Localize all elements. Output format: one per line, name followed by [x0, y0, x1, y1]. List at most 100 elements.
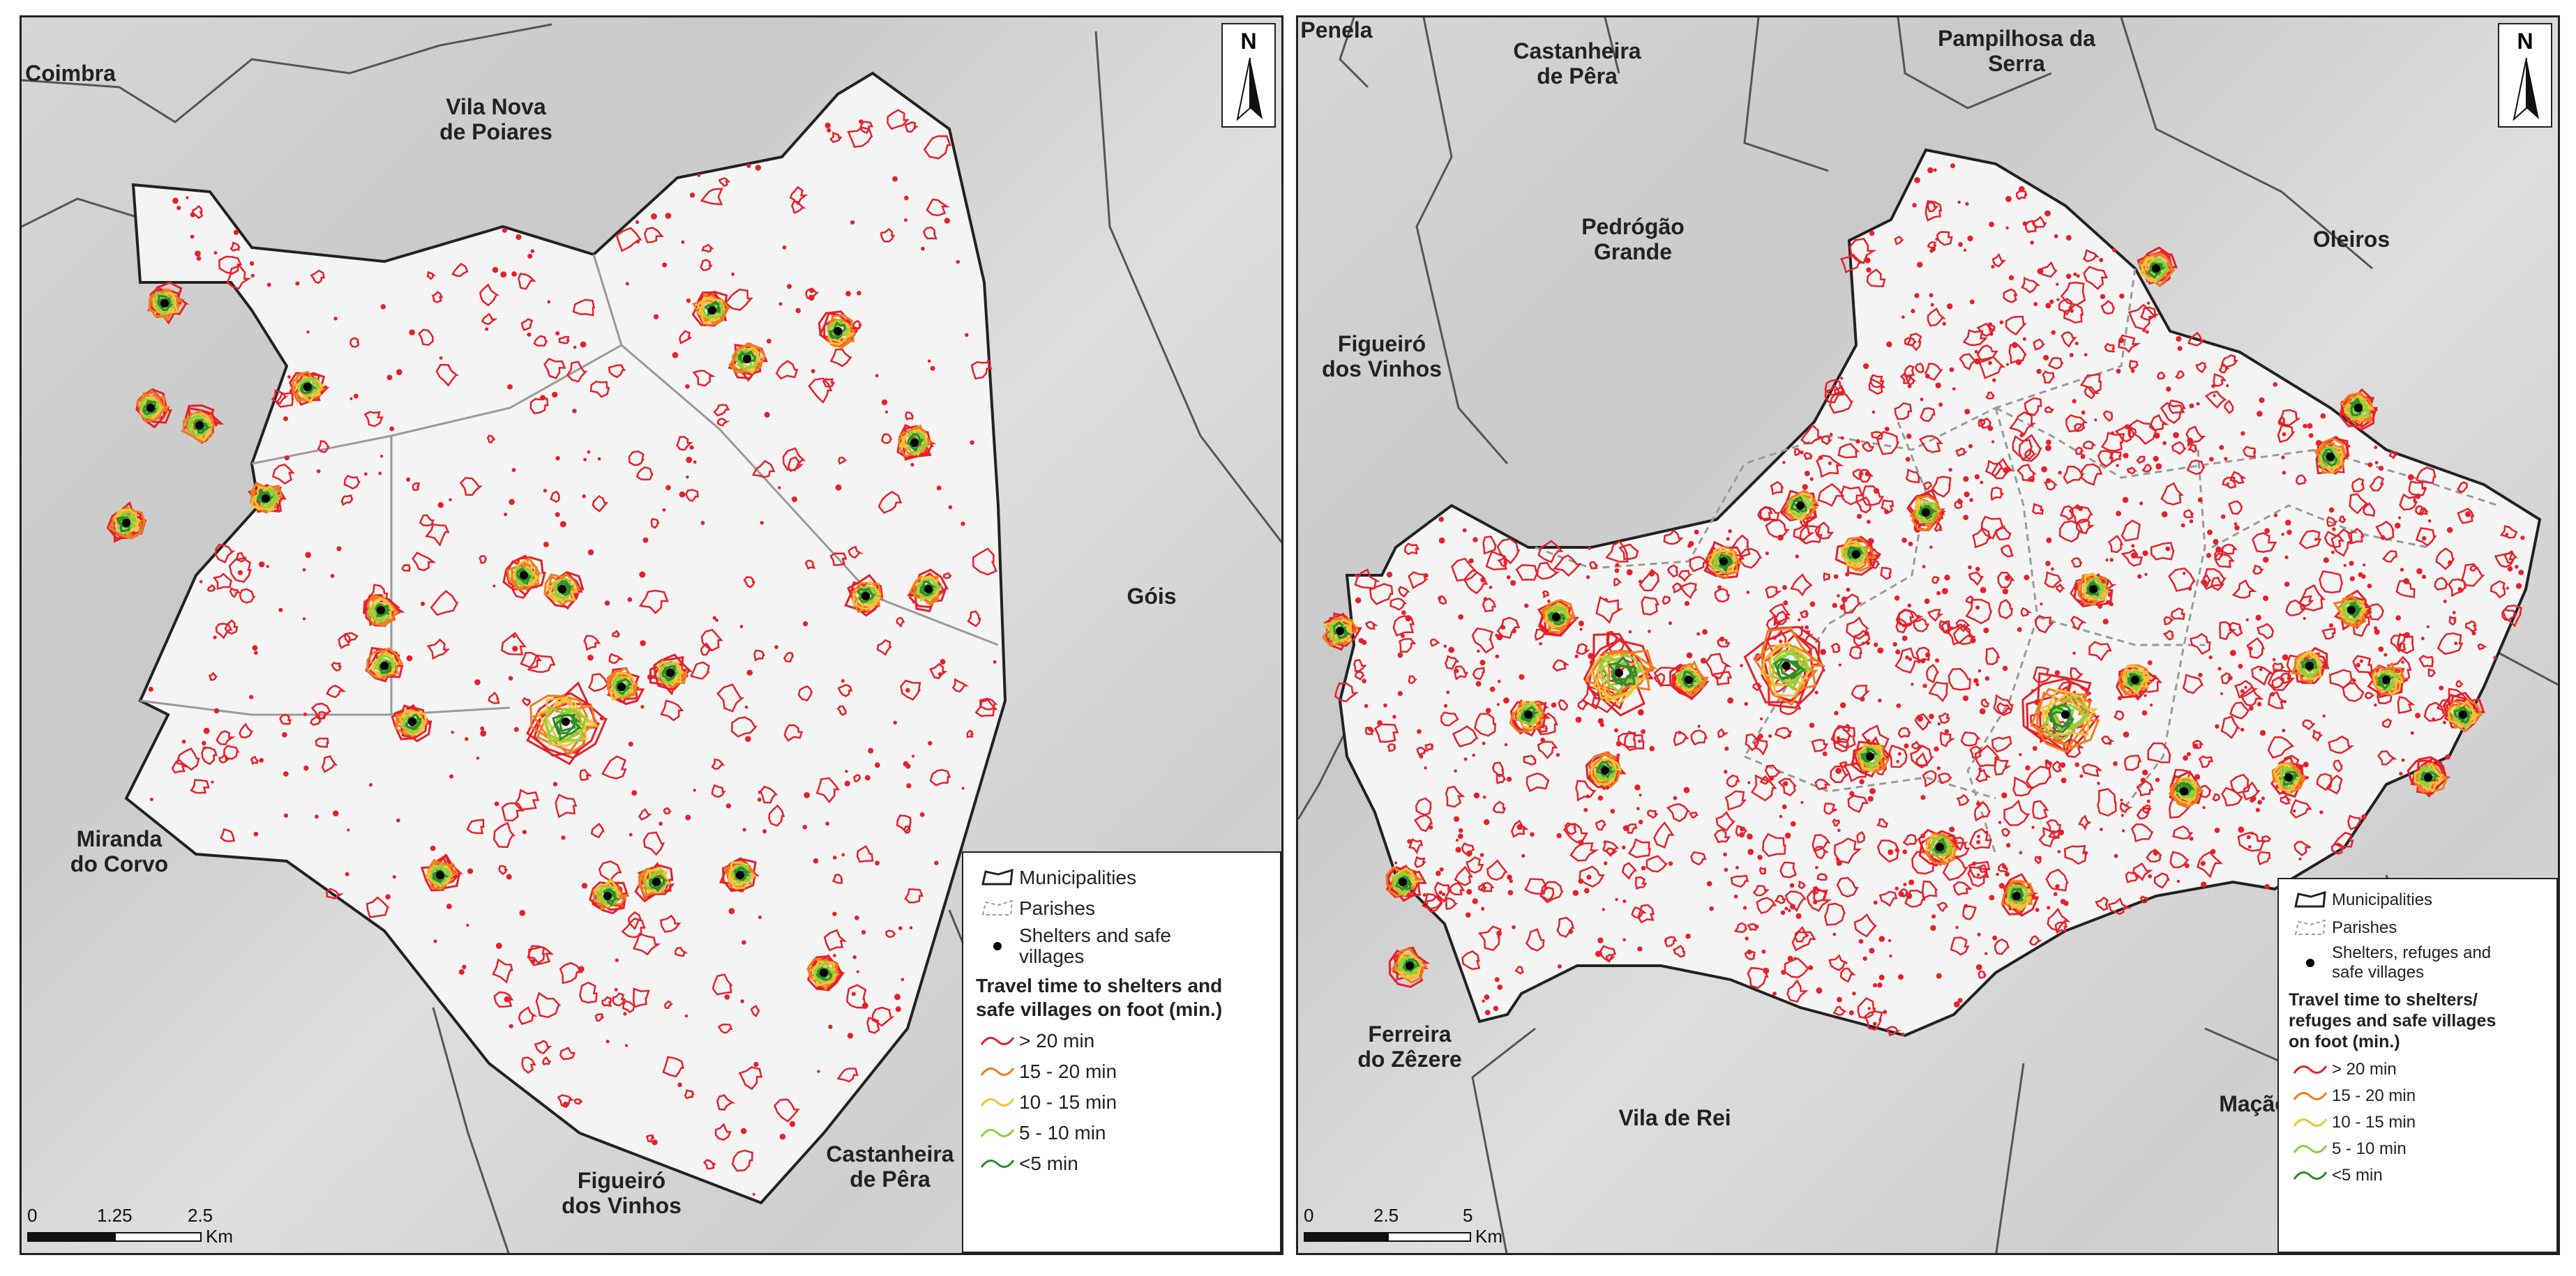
shelter-point	[122, 519, 130, 527]
travel-time-point	[2076, 274, 2080, 278]
shelter-point	[666, 669, 675, 677]
travel-time-patch	[239, 722, 254, 738]
travel-time-point	[920, 246, 925, 251]
travel-time-patch	[2228, 500, 2243, 515]
travel-time-point	[625, 282, 629, 286]
travel-time-patch	[2054, 921, 2067, 934]
travel-time-point	[1927, 167, 1934, 174]
travel-time-point	[511, 468, 516, 472]
travel-time-point	[623, 1012, 627, 1016]
travel-time-patch	[690, 661, 710, 680]
travel-time-point	[1610, 809, 1615, 814]
travel-time-patch	[1851, 685, 1870, 700]
travel-time-point	[2383, 653, 2388, 657]
travel-time-point	[2493, 655, 2497, 660]
travel-time-patch	[2312, 729, 2323, 742]
travel-time-point	[386, 374, 393, 381]
travel-time-point	[1872, 982, 1878, 988]
travel-time-patch	[2160, 402, 2185, 424]
travel-time-patch	[2219, 621, 2237, 641]
travel-time-point	[827, 128, 831, 133]
travel-time-point	[1904, 743, 1909, 749]
travel-time-patch	[2114, 425, 2132, 443]
travel-time-point	[509, 499, 515, 506]
travel-time-point	[993, 660, 997, 664]
travel-time-patch	[224, 619, 239, 635]
travel-time-patch	[676, 436, 693, 451]
travel-time-point	[1479, 853, 1484, 857]
travel-time-patch	[2277, 761, 2305, 794]
travel-time-point	[1975, 683, 1980, 687]
travel-time-point	[715, 618, 718, 623]
travel-time-point	[1865, 257, 1871, 264]
travel-time-patch	[700, 188, 723, 206]
travel-time-point	[1649, 745, 1655, 752]
travel-time-patch	[1832, 738, 1849, 752]
travel-time-point	[1496, 703, 1500, 706]
travel-time-patch	[1622, 862, 1638, 880]
travel-time-patch	[1978, 970, 1987, 980]
travel-time-point	[1873, 1021, 1877, 1026]
travel-time-point	[1756, 736, 1761, 740]
travel-time-patch	[885, 929, 897, 938]
travel-time-patch	[1679, 582, 1698, 599]
travel-time-point	[2439, 685, 2444, 691]
travel-time-point	[764, 411, 770, 418]
scale-unit: Km	[1475, 1226, 1502, 1247]
travel-time-point	[1465, 912, 1471, 918]
travel-time-point	[936, 485, 942, 491]
travel-time-patch	[709, 300, 721, 314]
travel-time-patch	[1496, 538, 1521, 565]
scale-bar: 0 2.5 5 Km	[1304, 1205, 1513, 1247]
travel-time-patch	[1922, 880, 1938, 900]
travel-time-point	[509, 1024, 513, 1028]
travel-time-patch	[1717, 552, 1735, 573]
travel-time-point	[1975, 605, 1980, 610]
travel-time-patch	[1829, 390, 1854, 414]
travel-time-point	[2506, 586, 2510, 590]
travel-time-point	[1615, 898, 1618, 902]
travel-time-point	[2287, 529, 2292, 536]
travel-time-point	[2035, 908, 2040, 912]
travel-time-point	[1979, 708, 1986, 715]
travel-time-point	[2397, 516, 2402, 519]
travel-time-point	[2273, 513, 2278, 517]
travel-time-patch	[1416, 746, 1429, 756]
travel-time-point	[2240, 431, 2245, 436]
travel-time-patch	[2319, 570, 2344, 594]
travel-time-patch	[213, 572, 233, 590]
travel-time-point	[1936, 591, 1941, 595]
travel-time-point	[1902, 849, 1908, 854]
travel-time-patch	[2434, 577, 2449, 591]
travel-time-patch	[1438, 595, 1447, 605]
travel-time-patch	[2047, 907, 2071, 932]
shelter-point	[146, 404, 155, 412]
travel-time-patch	[881, 433, 893, 444]
travel-time-patch	[1955, 619, 1971, 632]
travel-time-patch	[1797, 628, 1814, 642]
travel-time-patch	[2448, 578, 2466, 598]
travel-time-point	[1964, 491, 1970, 498]
travel-time-patch	[1832, 818, 1840, 827]
travel-time-patch	[459, 476, 483, 496]
travel-time-patch	[2126, 466, 2138, 475]
travel-time-patch	[555, 717, 582, 742]
travel-time-patch	[2381, 718, 2393, 729]
travel-time-point	[857, 291, 861, 296]
travel-time-patch	[1673, 731, 1689, 747]
shelter-point	[2305, 662, 2314, 670]
travel-time-point	[1724, 770, 1728, 774]
travel-time-patch	[2415, 527, 2437, 547]
travel-time-patch	[1714, 588, 1730, 603]
travel-time-patch	[518, 1006, 538, 1025]
shelter-point	[436, 871, 444, 879]
travel-time-point	[2380, 535, 2386, 540]
travel-time-point	[679, 491, 686, 498]
travel-time-patch	[2396, 632, 2415, 655]
travel-time-point	[2073, 272, 2077, 276]
travel-time-point	[1497, 985, 1503, 990]
travel-time-patch	[951, 678, 970, 693]
travel-time-patch	[1514, 966, 1524, 975]
travel-time-patch	[1496, 773, 1507, 784]
travel-time-point	[782, 245, 787, 250]
